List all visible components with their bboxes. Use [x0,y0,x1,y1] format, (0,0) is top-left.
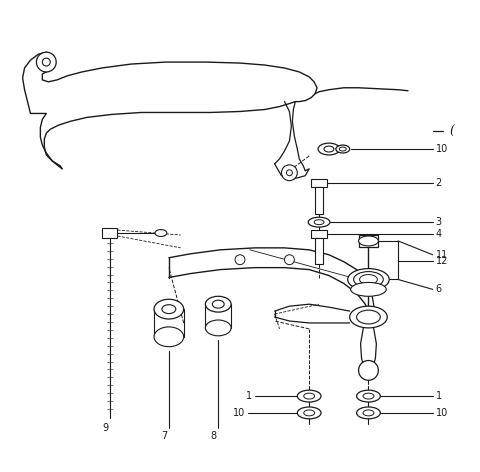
Circle shape [285,255,294,265]
Ellipse shape [357,390,380,402]
Ellipse shape [154,327,184,346]
Circle shape [42,58,50,66]
Ellipse shape [308,217,330,227]
Text: 4: 4 [436,229,442,239]
Circle shape [359,361,378,380]
Ellipse shape [357,310,380,324]
Text: 6: 6 [436,284,442,295]
Ellipse shape [324,146,334,152]
Ellipse shape [336,145,350,153]
Ellipse shape [339,147,346,151]
Ellipse shape [297,407,321,419]
Text: 12: 12 [436,256,448,266]
Text: 9: 9 [103,423,108,433]
Ellipse shape [314,219,324,225]
Ellipse shape [212,300,224,308]
Bar [359,235,378,247]
Ellipse shape [304,410,314,416]
Ellipse shape [205,296,231,312]
Text: 2: 2 [436,177,442,188]
Ellipse shape [363,393,374,399]
Text: 10: 10 [233,408,245,418]
Circle shape [281,165,297,181]
Circle shape [235,255,245,265]
Ellipse shape [205,320,231,336]
Ellipse shape [162,305,176,313]
Ellipse shape [359,236,378,246]
Ellipse shape [304,393,314,399]
Text: 11: 11 [436,250,448,260]
Text: 10: 10 [436,408,448,418]
Ellipse shape [354,271,384,287]
Ellipse shape [350,306,387,328]
Text: 1: 1 [436,391,442,401]
Ellipse shape [154,299,184,319]
Text: 8: 8 [210,430,216,441]
Ellipse shape [363,410,374,416]
Text: 3: 3 [436,217,442,227]
Bar [315,186,323,214]
Ellipse shape [360,275,377,285]
Ellipse shape [351,282,386,296]
Ellipse shape [357,407,380,419]
Text: (: ( [449,125,455,138]
Text: 10: 10 [436,144,448,154]
Bar [315,238,323,264]
Ellipse shape [318,143,340,155]
Bar [311,230,327,238]
Bar [311,179,327,186]
Text: 1: 1 [246,391,252,401]
Bar [102,228,118,238]
Ellipse shape [155,229,167,236]
Text: 7: 7 [161,430,167,441]
Ellipse shape [348,269,389,290]
Ellipse shape [297,390,321,402]
Circle shape [36,52,56,72]
Circle shape [287,170,292,176]
